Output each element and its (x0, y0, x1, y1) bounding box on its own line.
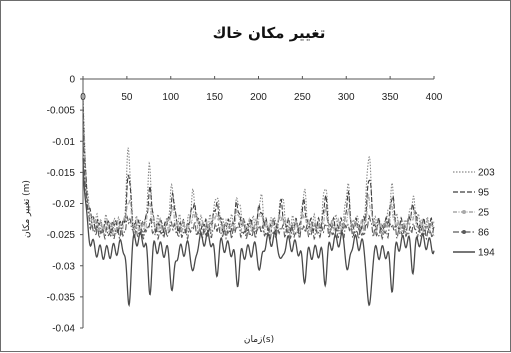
y-tick-label: -0.01 (52, 137, 75, 148)
x-tick-label: 300 (338, 92, 355, 103)
y-axis-label: تغيير مكان (m) (22, 180, 32, 238)
x-tick-label: 250 (294, 92, 311, 103)
x-tick-label: 150 (206, 92, 223, 103)
y-tick-label: -0.005 (47, 106, 76, 117)
y-tick-label: 0 (69, 75, 75, 86)
x-axis-ticks: 050100150200250300350400 (80, 76, 443, 103)
legend-label-95: 95 (478, 188, 490, 199)
legend-marker-86 (462, 230, 466, 234)
series-lines (82, 97, 435, 308)
x-axis-label: زمان(s) (244, 335, 274, 345)
y-tick-label: -0.035 (47, 292, 76, 303)
legend-label-86: 86 (478, 228, 490, 239)
series-line-86 (82, 123, 435, 241)
series-line-203 (82, 97, 435, 239)
x-tick-label: 350 (382, 92, 399, 103)
chart-title: تغيير مكان خاك (213, 24, 326, 42)
legend-label-25: 25 (478, 208, 490, 219)
y-tick-label: -0.02 (52, 199, 75, 210)
axes (82, 78, 434, 328)
y-axis-ticks: 0 -0.005 -0.01 -0.015 -0.02 -0.025 -0.03 -0.035… (47, 75, 83, 335)
legend-label-194: 194 (478, 248, 495, 259)
y-tick-label: -0.03 (52, 261, 75, 272)
y-tick-label: -0.025 (47, 230, 76, 241)
x-tick-label: 100 (162, 92, 179, 103)
series-line-194 (82, 158, 435, 308)
x-tick-label: 200 (250, 92, 267, 103)
legend: 203 95 25 86 194 (453, 168, 495, 259)
y-tick-label: -0.04 (52, 324, 75, 335)
y-tick-label: -0.015 (47, 168, 76, 179)
series-line-95 (82, 99, 435, 235)
x-tick-label: 50 (121, 92, 133, 103)
legend-label-203: 203 (478, 168, 495, 179)
series-line-25 (82, 115, 435, 237)
legend-marker-25 (462, 210, 466, 214)
x-tick-label: 400 (426, 92, 443, 103)
